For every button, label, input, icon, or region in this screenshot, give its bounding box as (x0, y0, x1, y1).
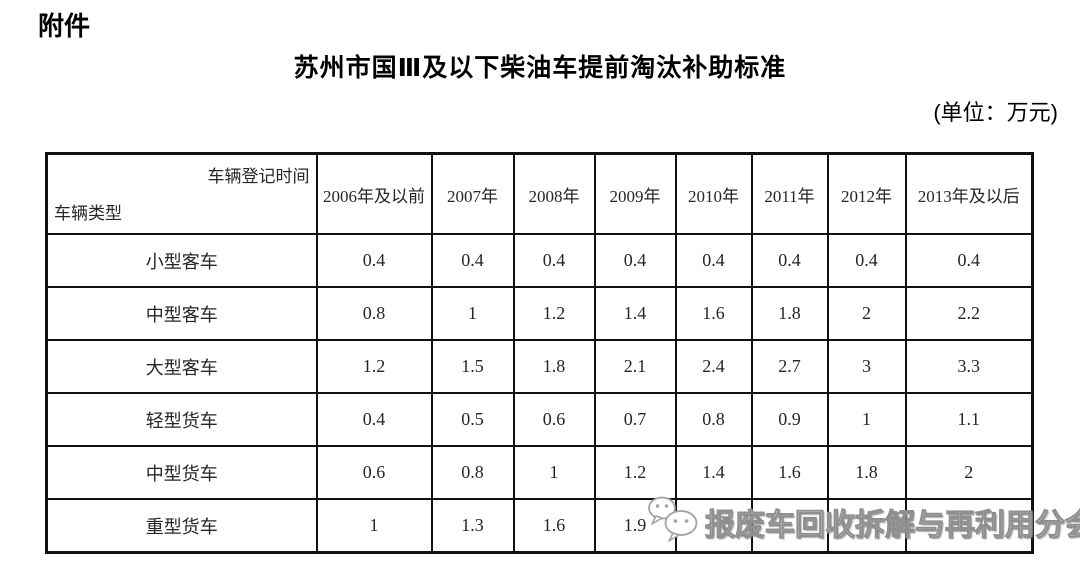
table-header-row: 车辆登记时间 车辆类型 2006年及以前 2007年 2008年 2009年 2… (45, 152, 1034, 235)
table-cell: 1.6 (750, 445, 829, 500)
table-cell: 1 (826, 392, 907, 447)
column-header-2013: 2013年及以后 (904, 152, 1034, 235)
table-cell: 0.6 (512, 392, 596, 447)
column-header-2008: 2008年 (512, 152, 596, 235)
table-cell (674, 498, 753, 554)
table-cell: 2.7 (750, 339, 829, 394)
unit-note: (单位：万元) (933, 100, 1058, 125)
page-title: 苏州市国Ⅲ及以下柴油车提前淘汰补助标准 (293, 54, 787, 82)
table-cell: 1.6 (674, 286, 753, 341)
table-cell: 0.4 (826, 233, 907, 288)
column-header-2006: 2006年及以前 (315, 152, 433, 235)
column-header-2007: 2007年 (430, 152, 515, 235)
table-cell: 1.8 (512, 339, 596, 394)
table-row: 小型客车 0.4 0.4 0.4 0.4 0.4 0.4 0.4 0.4 (45, 233, 1034, 288)
table-cell: 1.4 (674, 445, 753, 500)
table-cell (904, 498, 1034, 554)
table-cell: 2 (904, 445, 1034, 500)
row-label: 中型货车 (45, 445, 318, 500)
table-cell: 0.4 (430, 233, 515, 288)
subsidy-table: 车辆登记时间 车辆类型 2006年及以前 2007年 2008年 2009年 2… (45, 152, 1034, 554)
column-header-2012: 2012年 (826, 152, 907, 235)
table-cell: 2 (826, 286, 907, 341)
corner-header-cell: 车辆登记时间 车辆类型 (45, 152, 318, 235)
table-cell: 2.4 (674, 339, 753, 394)
column-header-2010: 2010年 (674, 152, 753, 235)
table-row: 中型货车 0.6 0.8 1 1.2 1.4 1.6 1.8 2 (45, 445, 1034, 500)
table-cell: 1.5 (430, 339, 515, 394)
table-cell: 0.4 (593, 233, 677, 288)
table-cell: 1.3 (430, 498, 515, 554)
table-cell: 1.2 (593, 445, 677, 500)
row-label: 小型客车 (45, 233, 318, 288)
table-cell: 2.1 (593, 339, 677, 394)
table-row: 大型客车 1.2 1.5 1.8 2.1 2.4 2.7 3 3.3 (45, 339, 1034, 394)
attachment-label: 附件 (38, 11, 91, 41)
table-cell: 1 (430, 286, 515, 341)
table-cell: 0.7 (593, 392, 677, 447)
table-cell: 0.8 (674, 392, 753, 447)
table-cell: 0.4 (750, 233, 829, 288)
table-cell: 1 (315, 498, 433, 554)
table-cell: 0.4 (904, 233, 1034, 288)
table-cell: 1.2 (315, 339, 433, 394)
column-header-2009: 2009年 (593, 152, 677, 235)
table-cell: 1.1 (904, 392, 1034, 447)
table-cell: 1 (512, 445, 596, 500)
table-cell: 0.8 (430, 445, 515, 500)
table-cell: 0.4 (315, 233, 433, 288)
table-cell: 0.4 (674, 233, 753, 288)
table-cell (750, 498, 829, 554)
table-cell: 3 (826, 339, 907, 394)
corner-label-registration-time: 车辆登记时间 (207, 167, 310, 186)
table-row: 轻型货车 0.4 0.5 0.6 0.7 0.8 0.9 1 1.1 (45, 392, 1034, 447)
table-row: 重型货车 1 1.3 1.6 1.9 (45, 498, 1034, 554)
table-cell: 1.4 (593, 286, 677, 341)
table-cell: 0.8 (315, 286, 433, 341)
table-cell: 2.2 (904, 286, 1034, 341)
row-label: 中型客车 (45, 286, 318, 341)
corner-label-vehicle-type: 车辆类型 (54, 204, 122, 223)
table-cell: 1.2 (512, 286, 596, 341)
table-cell: 1.8 (750, 286, 829, 341)
table-cell: 0.6 (315, 445, 433, 500)
table-cell: 0.4 (315, 392, 433, 447)
table-cell: 0.9 (750, 392, 829, 447)
row-label: 轻型货车 (45, 392, 318, 447)
row-label: 重型货车 (45, 498, 318, 554)
row-label: 大型客车 (45, 339, 318, 394)
table-row: 中型客车 0.8 1 1.2 1.4 1.6 1.8 2 2.2 (45, 286, 1034, 341)
table-cell: 1.8 (826, 445, 907, 500)
table-cell: 1.9 (593, 498, 677, 554)
table-cell: 3.3 (904, 339, 1034, 394)
table-cell (826, 498, 907, 554)
column-header-2011: 2011年 (750, 152, 829, 235)
table-cell: 0.5 (430, 392, 515, 447)
table-cell: 1.6 (512, 498, 596, 554)
table-cell: 0.4 (512, 233, 596, 288)
